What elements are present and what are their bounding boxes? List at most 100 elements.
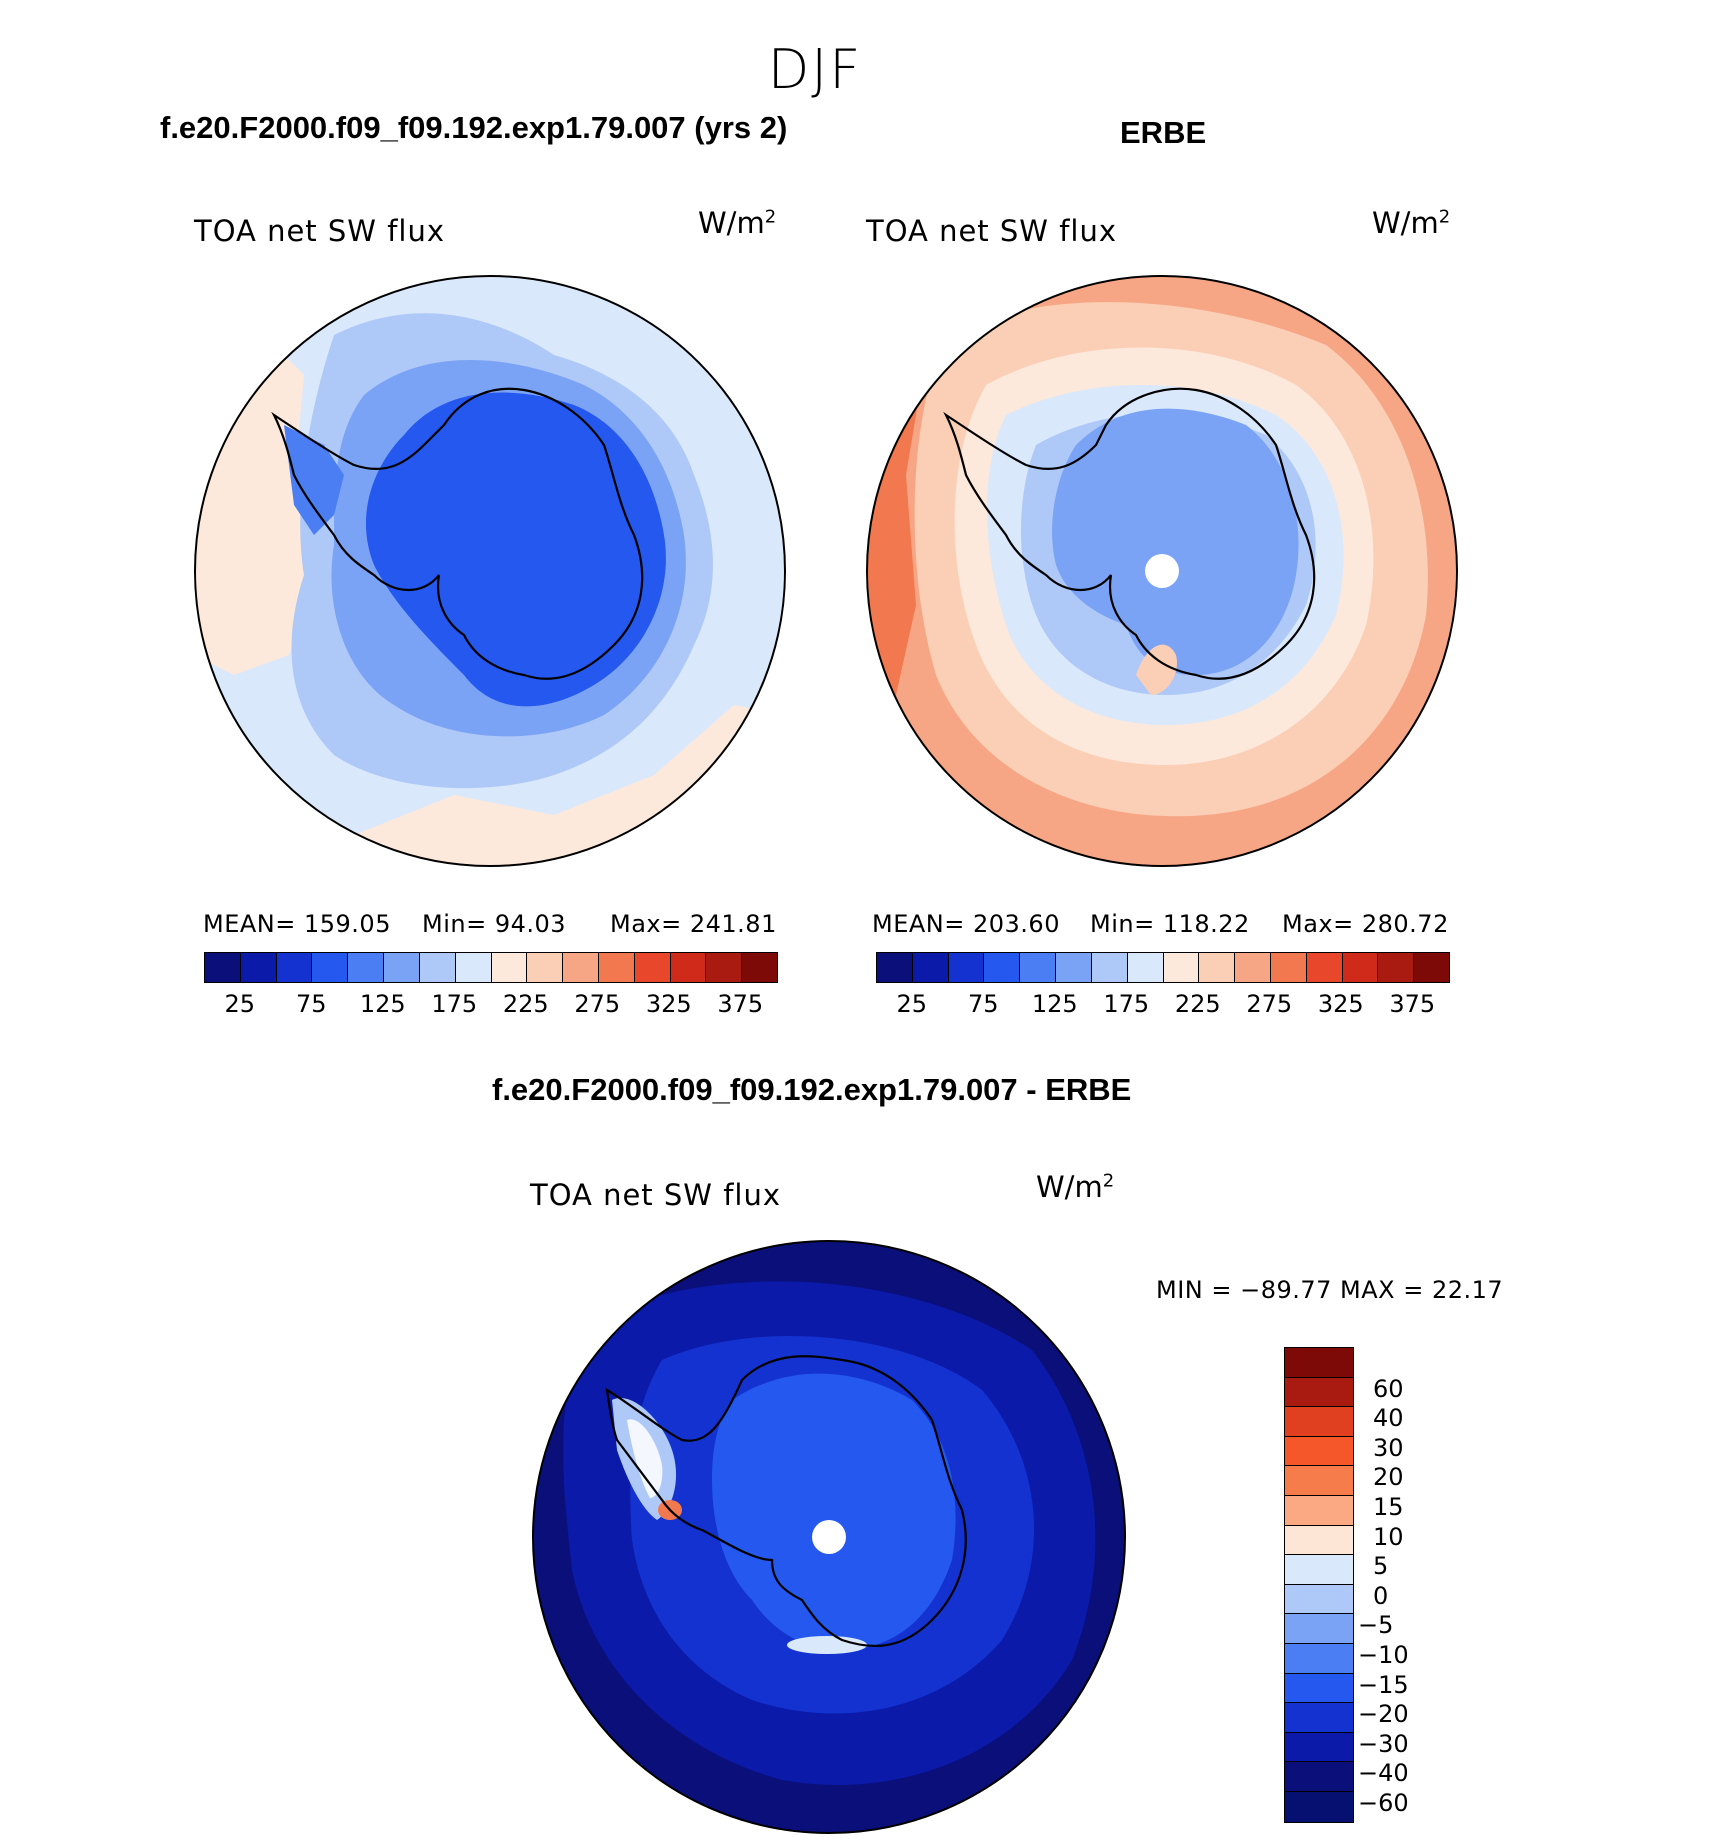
obs-min-text: Min= 118.22 <box>1090 910 1250 938</box>
obs-colorbar-box <box>1235 953 1271 982</box>
diff-colorbar-box <box>1285 1525 1353 1556</box>
diff-colorbar-tick-label: 10 <box>1373 1522 1404 1551</box>
model-peninsula-blue <box>284 425 344 535</box>
diff-colorbar-box <box>1285 1703 1353 1733</box>
model-min-text: Min= 94.03 <box>422 910 567 938</box>
obs-colorbar-tick-label: 275 <box>1246 990 1293 1018</box>
obs-colorbar-tick-label: 25 <box>896 990 928 1018</box>
diff-colorbar <box>1284 1347 1354 1823</box>
obs-colorbar-tick-label: 125 <box>1031 990 1078 1018</box>
model-colorbar-box <box>348 953 385 982</box>
obs-colorbar-tick-label: 375 <box>1389 990 1436 1018</box>
obs-colorbar-box <box>1270 953 1307 982</box>
obs-pole-hole <box>1145 554 1179 588</box>
model-polar-map <box>194 275 786 867</box>
obs-colorbar-tick-label: 75 <box>967 990 999 1018</box>
obs-colorbar-tick-label: 175 <box>1103 990 1150 1018</box>
diff-pole-hole <box>812 1520 846 1554</box>
diff-colorbar-tick-label: 40 <box>1373 1404 1404 1433</box>
figure-season-title: DJF <box>767 38 863 101</box>
diff-colorbar-tick-label: 30 <box>1373 1433 1404 1462</box>
diff-variable-label: TOA net SW flux <box>530 1178 782 1212</box>
obs-colorbar-box <box>1199 953 1236 982</box>
diff-colorbar-box <box>1285 1732 1353 1763</box>
model-colorbar-box <box>563 953 599 982</box>
obs-colorbar-box <box>984 953 1021 982</box>
model-panel-title: f.e20.F2000.f09_f09.192.exp1.79.007 (yrs… <box>160 110 788 145</box>
model-colorbar-ticks: 25 75 125 175 225 275 325 375 <box>204 990 776 1020</box>
model-colorbar-box <box>491 953 528 982</box>
diff-colorbar-box <box>1285 1643 1353 1674</box>
obs-colorbar-box <box>1378 953 1415 982</box>
model-colorbar-tick-label: 175 <box>431 990 478 1018</box>
model-colorbar-tick-label: 125 <box>359 990 406 1018</box>
diff-colorbar-tick-label: −5 <box>1358 1611 1394 1640</box>
obs-colorbar-box <box>1056 953 1092 982</box>
model-colorbar-box <box>205 953 241 982</box>
model-colorbar-box <box>419 953 456 982</box>
obs-colorbar-tick-label: 225 <box>1174 990 1221 1018</box>
model-colorbar-tick-label: 75 <box>295 990 327 1018</box>
model-max-text: Max= 241.81 <box>610 910 777 938</box>
obs-variable-label: TOA net SW flux <box>866 214 1118 248</box>
diff-panel-title: f.e20.F2000.f09_f09.192.exp1.79.007 - ER… <box>492 1072 1132 1107</box>
diff-colorbar-tick-label: −10 <box>1358 1641 1409 1669</box>
model-colorbar-tick-label: 275 <box>574 990 621 1018</box>
diff-colorbar-tick-label: −20 <box>1358 1700 1409 1729</box>
model-colorbar-box <box>240 953 277 982</box>
obs-max-text: Max= 280.72 <box>1282 910 1449 938</box>
model-ice-sheet <box>365 392 666 707</box>
model-colorbar-tick-label: 225 <box>502 990 549 1018</box>
diff-colorbar-box <box>1285 1791 1353 1822</box>
model-colorbar-tick-label: 325 <box>645 990 692 1018</box>
obs-colorbar-box <box>877 953 913 982</box>
obs-colorbar-box <box>1127 953 1164 982</box>
diff-colorbar-tick-label: −40 <box>1358 1759 1409 1788</box>
model-colorbar-box <box>276 953 313 982</box>
diff-colorbar-box <box>1285 1673 1353 1704</box>
obs-colorbar <box>876 952 1450 983</box>
diff-colorbar-tick-label: 60 <box>1373 1374 1404 1403</box>
obs-colorbar-box <box>1414 953 1449 982</box>
model-units-label: W/m2 <box>698 206 777 240</box>
obs-polar-map <box>866 275 1458 867</box>
obs-colorbar-tick-label: 325 <box>1317 990 1364 1018</box>
model-coastline <box>271 387 644 680</box>
model-colorbar-box <box>742 953 777 982</box>
diff-coastline <box>605 1355 967 1648</box>
diff-ice-sheet <box>712 1373 956 1650</box>
model-colorbar-box <box>670 953 707 982</box>
model-colorbar-box <box>312 953 349 982</box>
obs-colorbar-box <box>1306 953 1343 982</box>
obs-colorbar-box <box>1342 953 1379 982</box>
diff-colorbar-box <box>1285 1348 1353 1378</box>
diff-ross-light <box>787 1636 867 1654</box>
diff-colorbar-tick-label: 5 <box>1373 1552 1389 1581</box>
diff-colorbar-box <box>1285 1377 1353 1408</box>
diff-colorbar-tick-label: 15 <box>1373 1493 1404 1521</box>
diff-colorbar-tick-label: 20 <box>1373 1463 1404 1492</box>
obs-colorbar-box <box>1163 953 1200 982</box>
model-colorbar-tick-label: 375 <box>717 990 764 1018</box>
obs-panel-title: ERBE <box>1120 115 1207 150</box>
obs-ross-warm-tongue <box>1136 644 1177 695</box>
model-colorbar-box <box>634 953 671 982</box>
model-colorbar-box <box>706 953 743 982</box>
diff-colorbar-box <box>1285 1407 1353 1437</box>
diff-peninsula-white <box>627 1419 663 1498</box>
obs-colorbar-box <box>948 953 985 982</box>
obs-colorbar-ticks: 25 75 125 175 225 275 325 375 <box>876 990 1448 1020</box>
diff-colorbar-tick-label: 0 <box>1373 1581 1389 1610</box>
diff-colorbar-box <box>1285 1614 1353 1644</box>
diff-colorbar-tick-label: −60 <box>1358 1789 1409 1817</box>
diff-colorbar-ticks: 60 40 30 20 15 10 5 0 −5 −10 −15 −20 −30 −40 −60 <box>1358 1347 1460 1827</box>
model-colorbar-tick-label: 25 <box>224 990 256 1018</box>
diff-colorbar-box <box>1285 1436 1353 1467</box>
diff-colorbar-box <box>1285 1584 1353 1615</box>
diff-polar-map <box>532 1240 1126 1834</box>
obs-colorbar-box <box>1020 953 1057 982</box>
model-mean-text: MEAN= 159.05 <box>203 910 391 938</box>
model-colorbar-box <box>527 953 564 982</box>
obs-units-label: W/m2 <box>1372 206 1451 240</box>
model-colorbar-box <box>384 953 420 982</box>
